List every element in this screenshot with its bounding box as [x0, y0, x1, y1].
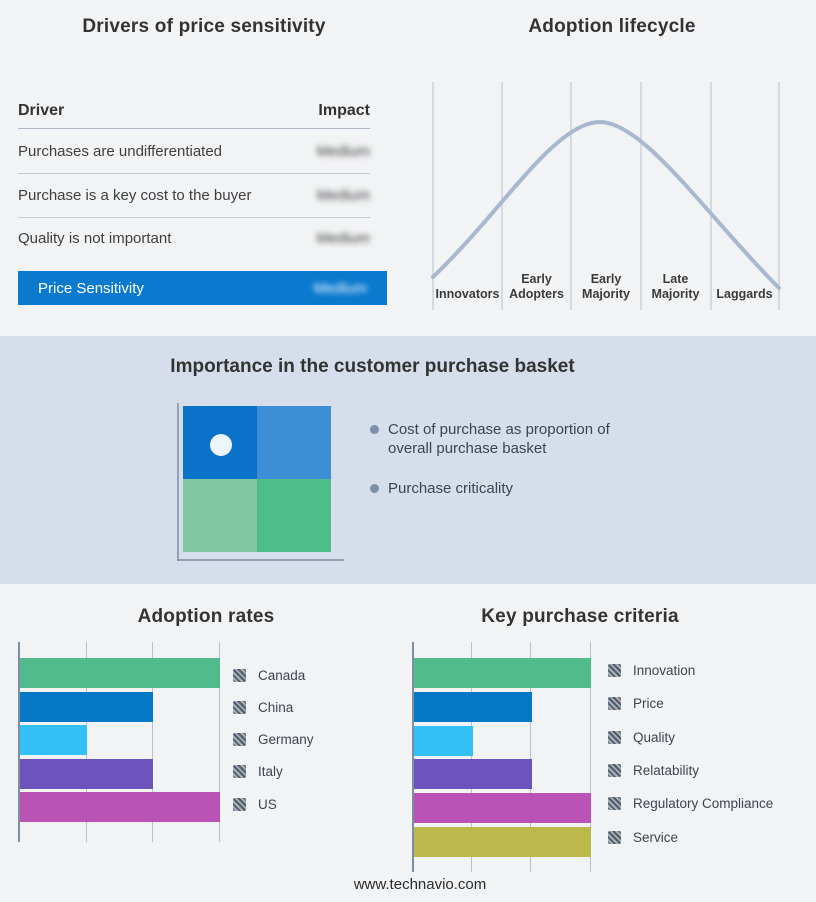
list-item: Cost of purchase as proportion of overal… — [370, 420, 626, 458]
legend-item-price: Price — [608, 695, 664, 711]
driver-cell: Quality is not important — [18, 229, 172, 247]
bullet-icon — [370, 484, 379, 493]
bar-china — [20, 692, 154, 722]
legend-swatch-icon — [608, 796, 621, 810]
impact-column-header: Impact — [318, 102, 370, 119]
bar-italy — [20, 759, 154, 789]
legend-item-italy: Italy — [233, 763, 283, 779]
legend-label: Quality — [633, 729, 676, 745]
legend-item-us: US — [233, 796, 277, 812]
legend-label: Innovation — [633, 662, 696, 678]
bar-us — [20, 792, 220, 822]
basket-panel-title: Importance in the customer purchase bask… — [170, 356, 575, 377]
quadrant-x-axis — [177, 559, 344, 561]
bar-regulatory-compliance — [414, 793, 591, 823]
y-axis — [18, 642, 20, 842]
drivers-table-header: Driver Impact — [18, 94, 370, 129]
legend-item-regulatory-compliance: Regulatory Compliance — [608, 795, 773, 811]
legend-swatch-icon — [233, 700, 246, 714]
legend-swatch-icon — [608, 730, 621, 744]
bar-germany — [20, 725, 87, 755]
lifecycle-gridlines — [432, 82, 780, 310]
purchase-basket-quadrant — [183, 406, 331, 552]
table-row: Purchases are undifferentiated Medium — [18, 129, 370, 174]
legend-item-innovation: Innovation — [608, 662, 695, 678]
legend-label: Price — [633, 695, 664, 711]
adoption-lifecycle-chart — [431, 82, 781, 310]
impact-cell: Medium — [316, 187, 370, 204]
bar-price — [414, 692, 532, 722]
legend-swatch-icon — [233, 668, 246, 682]
adoption-rates-title: Adoption rates — [137, 606, 275, 627]
legend-item-service: Service — [608, 829, 678, 845]
stage-label-early-majority: Early Majority — [582, 272, 630, 301]
quadrant-y-axis — [177, 403, 179, 561]
y-axis — [412, 642, 414, 872]
quadrant-cell-top-right — [257, 406, 331, 479]
legend-swatch-icon — [608, 696, 621, 710]
gridline — [590, 642, 591, 872]
bullet-text: Cost of purchase as proportion of overal… — [388, 421, 610, 457]
legend-swatch-icon — [608, 663, 621, 677]
lifecycle-panel-title: Adoption lifecycle — [528, 16, 696, 37]
legend-swatch-icon — [233, 732, 246, 746]
legend-label: Relatability — [633, 762, 700, 778]
stage-label-late-majority: Late Majority — [651, 272, 700, 301]
driver-column-header: Driver — [18, 102, 65, 119]
table-row: Quality is not important Medium — [18, 218, 370, 258]
legend-item-quality: Quality — [608, 729, 675, 745]
bar-quality — [414, 726, 473, 756]
legend-item-china: China — [233, 699, 293, 715]
impact-cell: Medium — [316, 229, 370, 247]
legend-item-canada: Canada — [233, 667, 305, 683]
legend-label: Canada — [258, 667, 306, 683]
impact-cell: Medium — [316, 142, 370, 160]
key-criteria-chart — [412, 642, 591, 872]
purchase-basket-band — [0, 336, 816, 584]
bar-relatability — [414, 759, 532, 789]
bell-curve — [431, 119, 781, 290]
stage-label-laggards: Laggards — [716, 287, 773, 301]
gridline — [219, 642, 220, 842]
legend-item-germany: Germany — [233, 731, 314, 747]
gridline — [152, 642, 153, 842]
list-item: Purchase criticality — [370, 479, 626, 498]
legend-item-relatability: Relatability — [608, 762, 699, 778]
legend-swatch-icon — [233, 764, 246, 778]
bar-innovation — [414, 658, 591, 688]
bar-service — [414, 827, 591, 857]
quadrant-cell-bottom-left — [183, 479, 257, 552]
adoption-rates-chart — [18, 642, 220, 842]
legend-label: Service — [633, 829, 679, 845]
legend-swatch-icon — [608, 830, 621, 844]
gridline — [471, 642, 472, 872]
stage-label-early-adopters: Early Adopters — [509, 272, 564, 301]
quadrant-cell-bottom-right — [257, 479, 331, 552]
table-row: Purchase is a key cost to the buyer Medi… — [18, 174, 370, 218]
legend-label: Regulatory Compliance — [633, 795, 774, 811]
legend-label: China — [258, 699, 294, 715]
legend-swatch-icon — [233, 797, 246, 811]
legend-label: US — [258, 796, 277, 812]
price-sensitivity-label: Price Sensitivity — [38, 279, 144, 297]
drivers-panel-title: Drivers of price sensitivity — [82, 16, 326, 37]
key-criteria-title: Key purchase criteria — [481, 606, 679, 627]
bullet-icon — [370, 425, 379, 434]
stage-label-innovators: Innovators — [435, 287, 500, 301]
bullet-text: Purchase criticality — [388, 480, 514, 497]
driver-cell: Purchase is a key cost to the buyer — [18, 187, 252, 204]
legend-label: Italy — [258, 763, 283, 779]
legend-swatch-icon — [608, 763, 621, 777]
driver-cell: Purchases are undifferentiated — [18, 142, 223, 160]
website-url[interactable]: www.technavio.com — [353, 876, 487, 893]
price-sensitivity-impact: Medium — [313, 279, 367, 297]
legend-label: Germany — [258, 731, 314, 747]
bar-canada — [20, 658, 220, 688]
gridline — [530, 642, 531, 872]
price-sensitivity-row: Price Sensitivity Medium — [18, 271, 387, 305]
position-marker-dot — [210, 434, 232, 456]
